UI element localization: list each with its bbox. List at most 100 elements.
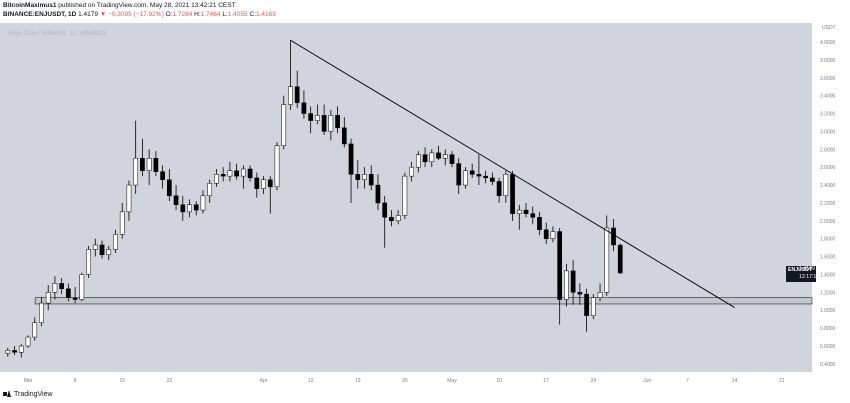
x-tick-label: Apr [260,378,268,384]
y-tick-label: 0.6000 [820,344,836,350]
y-tick-label: 1.4000 [820,272,836,278]
close-label: C: [249,11,256,18]
candle-body [180,204,186,213]
author-name[interactable]: BitcoinMaximus1 [3,2,57,9]
candle-body [597,292,603,298]
y-tick-label: 1.2000 [820,290,836,296]
candle-body [92,244,98,250]
last-price-tag: 1.4169 12:17:19 [786,266,820,282]
candle-body [395,215,401,222]
descending-resistance-line [290,39,735,308]
candle-body [72,297,78,300]
candle-body [25,336,31,347]
candle-body [584,293,589,316]
candle-body [490,177,495,182]
candle-body [45,292,51,304]
candle-body [409,166,414,177]
published-text: published on TradingView.com, May 28, 20… [58,2,236,9]
candle-body [140,157,145,172]
high-label: H: [194,11,201,18]
candle-body [590,297,596,316]
candle-body [99,244,105,256]
candle-body [247,168,253,179]
candle-body [442,154,448,159]
x-tick-label: 14 [732,378,738,384]
open-value: 1.7284 [172,11,193,18]
candle-body [476,174,482,177]
candle-body [382,202,388,218]
candle-body [335,115,340,129]
candle-body [348,143,354,175]
y-tick-label: 3.2000 [820,112,836,118]
price-tag-countdown: 12:17:19 [799,273,820,280]
candle-body [5,350,11,354]
y-tick-label: 2.6000 [820,165,836,171]
candle-body [119,211,125,235]
y-tick-label: 3.6000 [820,76,836,82]
candle-body [456,163,462,186]
candle-body [321,115,327,132]
candle-body [234,170,239,177]
candle-body [463,170,468,186]
candle-body [503,174,509,197]
candle-body [106,249,112,256]
currency-label: USDT [822,25,836,31]
candle-body [261,179,266,189]
candle-body [523,209,529,214]
y-tick-label: 1.0000 [820,308,836,314]
candle-body [368,174,374,186]
candle-body [537,216,542,231]
symbol-line: BINANCE:ENJUSDT, 1D [3,11,77,18]
x-tick-label: 17 [543,378,549,384]
candle-body [173,195,179,205]
candle-body [389,216,394,222]
candle-body [220,174,226,177]
candle-body [59,283,64,290]
x-tick-label: 22 [167,378,173,384]
candle-body [113,233,118,250]
x-tick-label: 15 [119,378,125,384]
candle-body [86,249,91,275]
y-tick-label: 0.4000 [820,362,836,368]
candle-body [193,204,199,211]
low-label: L: [222,11,228,18]
candle-body [564,270,569,300]
candle-body [79,274,85,300]
candle-body [133,157,139,186]
candle-body [315,115,320,121]
candle-body [362,174,367,180]
candle-body [550,231,556,239]
pair-title: Enjin Coin / TetherUS, 1D, BINANCE [9,31,108,37]
candle-body [39,302,44,324]
candle-body [214,174,219,184]
candle-body [146,157,152,172]
candle-body [355,174,361,180]
candle-body [207,183,213,197]
y-tick-label: 2.4000 [820,183,836,189]
change-value: ▼ −0.3095 (−17.92%) [99,11,164,18]
candle-body [187,204,192,213]
x-tick-label: 8 [74,378,77,384]
candle-body [449,154,455,164]
candle-body [241,168,246,177]
candle-body [617,244,623,274]
y-tick-label: 3.4000 [820,94,836,100]
y-tick-label: 2.8000 [820,147,836,153]
y-tick-label: 3.0000 [820,129,836,135]
open-label: O: [165,11,173,18]
candle-body [429,152,435,163]
x-tick-label: 19 [355,378,361,384]
candle-body [274,145,280,188]
candle-body [530,213,536,218]
publish-line: BitcoinMaximus1 published on TradingView… [3,2,236,9]
tradingview-logo[interactable]: TradingView [3,390,53,398]
candle-body [543,229,549,239]
candle-body [604,227,610,293]
y-tick-label: 1.6000 [820,255,836,261]
candle-body [12,350,17,353]
candle-body [32,322,38,338]
y-tick-label: 0.8000 [820,326,836,332]
y-tick-label: 1.8000 [820,237,836,243]
candle-body [288,86,293,105]
